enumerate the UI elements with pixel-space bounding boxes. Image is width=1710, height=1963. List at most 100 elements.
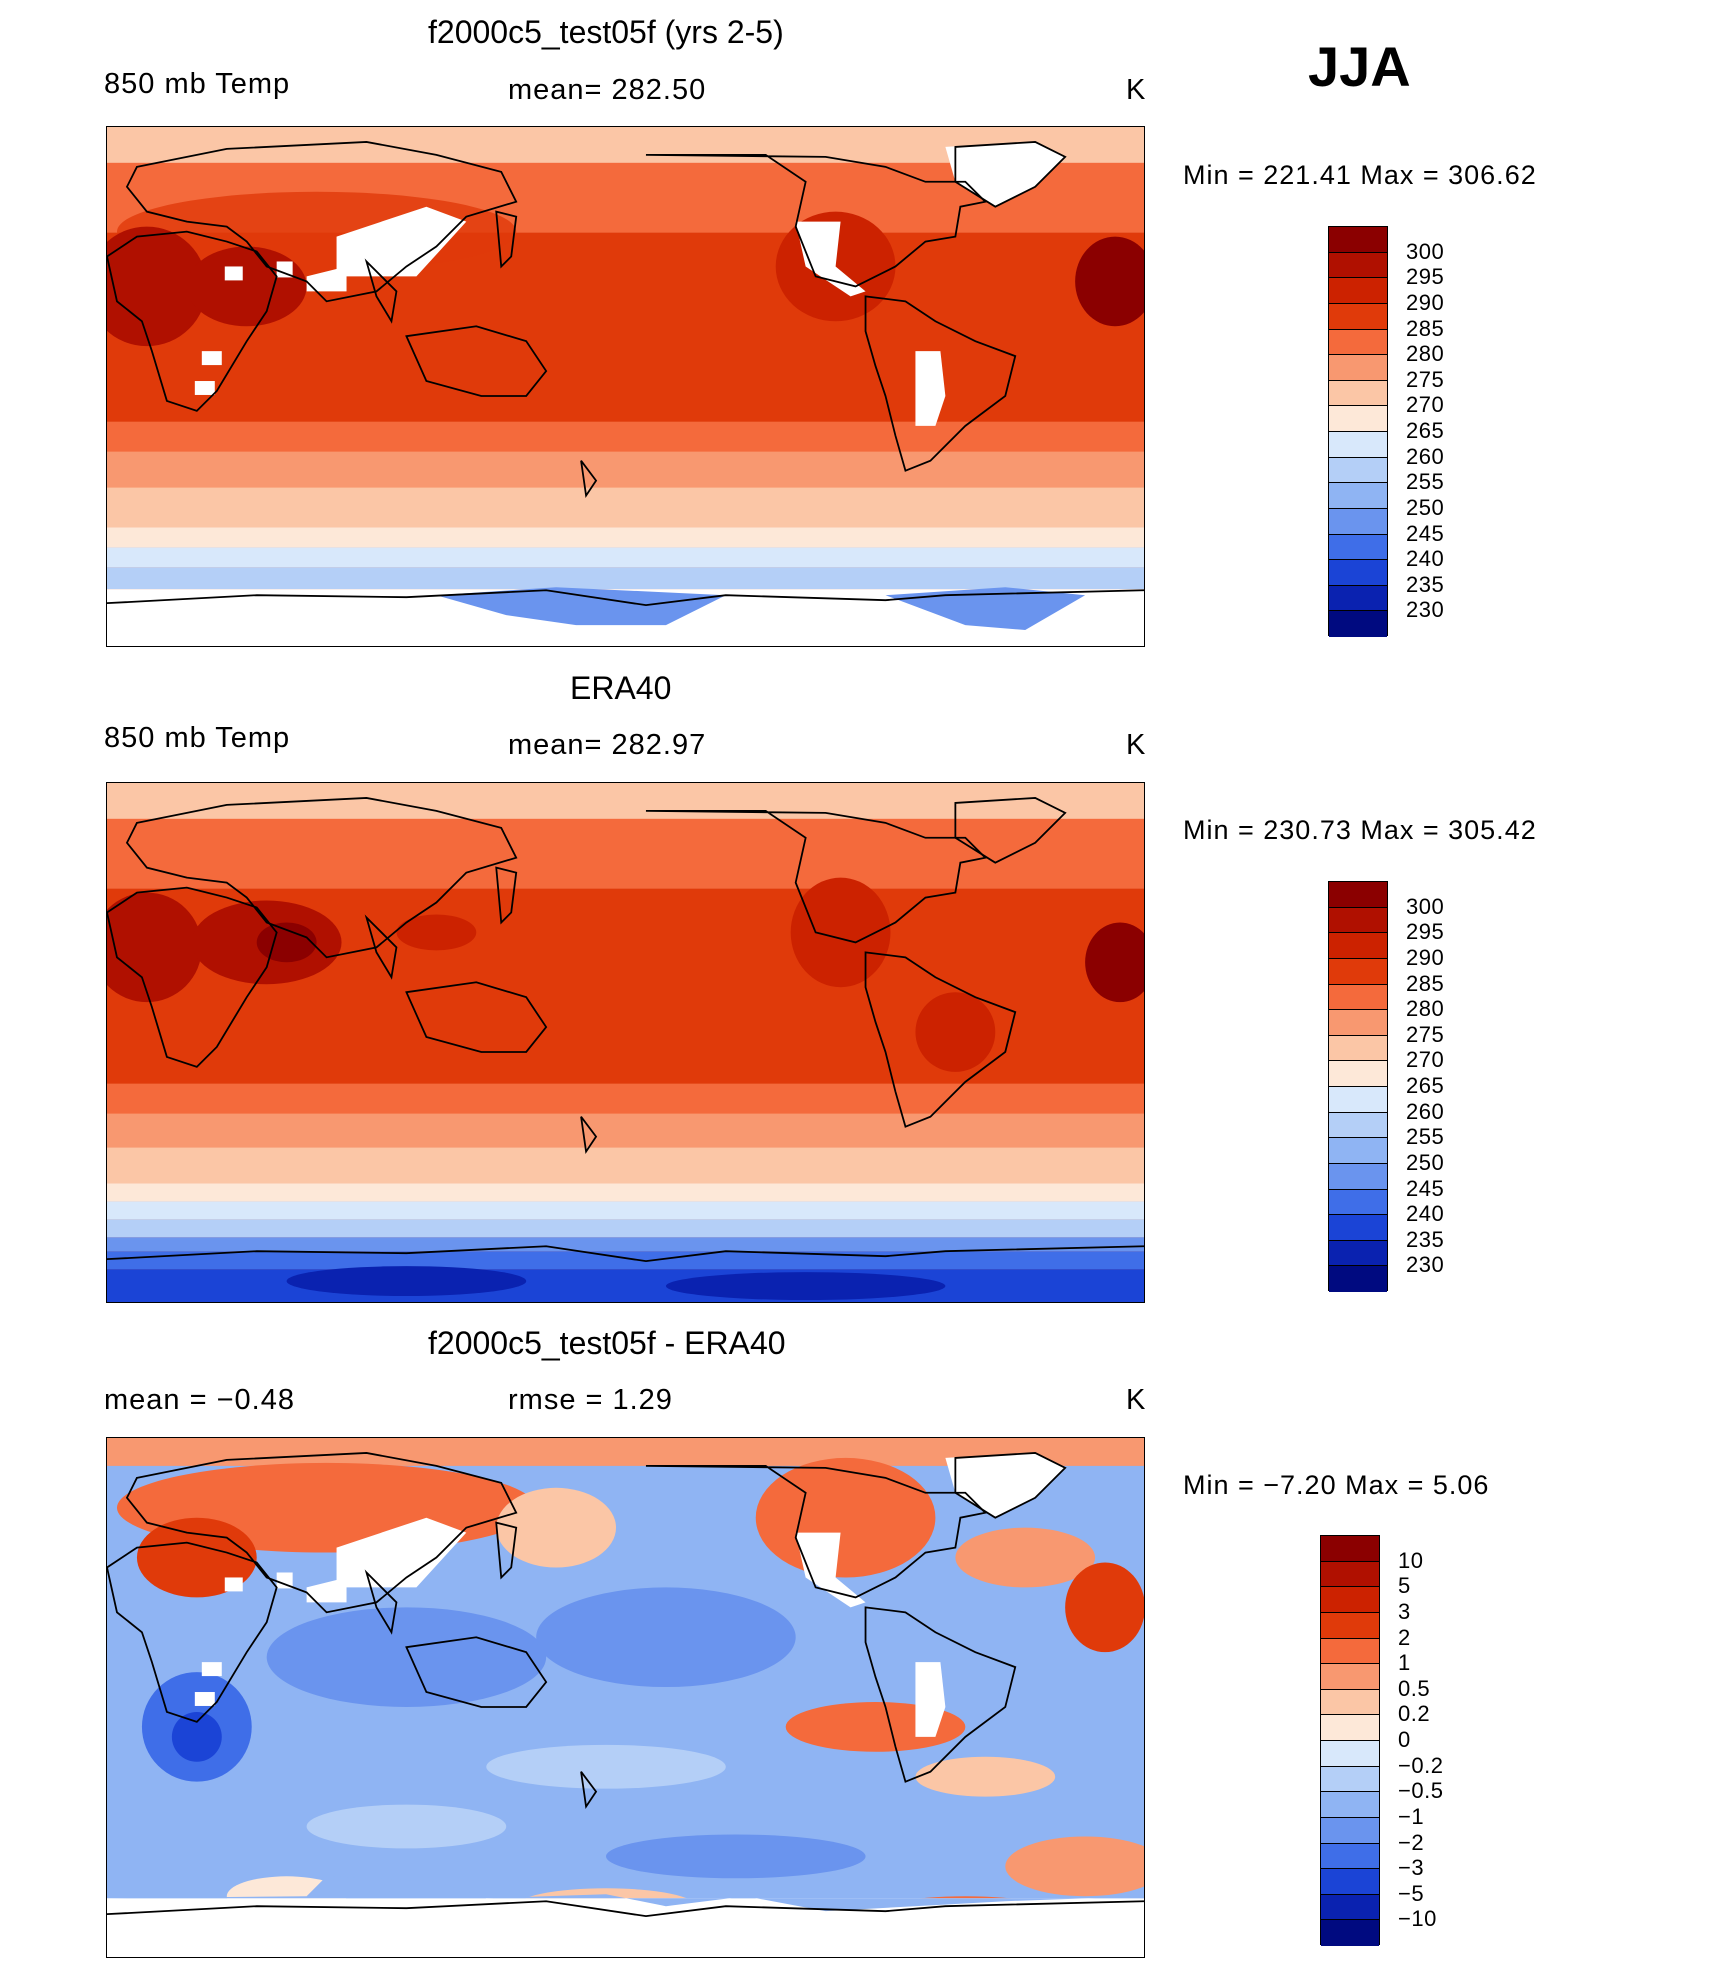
panel1-colorbar-swatch [1329,560,1387,586]
panel1-map [106,126,1145,647]
panel3-colorbar-tick-label: 0 [1398,1727,1411,1752]
panel2-colorbar-tick-label: 275 [1406,1021,1445,1047]
panel2-colorbar-swatch [1329,1240,1387,1267]
panel2-colorbar-tick-label: 270 [1406,1047,1445,1073]
panel1-colorbar-tick-label: 265 [1406,418,1445,443]
panel2-colorbar-swatch [1329,1035,1387,1062]
panel1-colorbar-swatch [1329,611,1387,637]
panel1-colorbar-swatch [1329,483,1387,509]
panel2-colorbar-tick-label: 290 [1406,944,1445,970]
panel3-colorbar-tick-label: 5 [1398,1573,1411,1599]
panel1-variable-label: 850 mb Temp [104,68,291,100]
panel2-colorbar-swatch [1329,933,1387,959]
panel3-mean-label: mean = −0.48 [104,1384,295,1416]
panel2-colorbar-swatch [1329,1189,1387,1216]
panel1-colorbar-swatch [1329,355,1387,381]
panel1-colorbar-swatch [1329,534,1387,561]
panel2-colorbar-tick-label: 280 [1406,996,1445,1022]
panel3-colorbar-tick-label: −0.5 [1398,1778,1444,1804]
panel2-map [106,782,1145,1303]
panel1-colorbar-tick-label: 250 [1406,494,1445,520]
panel1-colorbar-tick-label: 260 [1406,443,1445,469]
panel3-colorbar-swatch [1321,1715,1379,1741]
panel3-colorbar-swatch [1321,1894,1379,1921]
panel3-colorbar-tick-label: 0.5 [1398,1675,1431,1701]
panel2-colorbar-tick-label: 230 [1406,1252,1445,1278]
panel3-colorbar-swatch [1321,1664,1379,1690]
panel2-colorbar-tick-label: 255 [1406,1124,1445,1150]
panel3-colorbar-swatch [1321,1689,1379,1716]
panel1-colorbar-tick-label: 275 [1406,366,1445,392]
panel1-units-label: K [1126,74,1147,106]
panel2-colorbar-tick-label: 295 [1406,919,1445,945]
panel2-colorbar-swatch [1329,907,1387,934]
panel2-colorbar-swatch [1329,882,1387,908]
panel3-colorbar-swatch [1321,1638,1379,1665]
panel1-colorbar-tick-label: 245 [1406,520,1445,546]
panel3-colorbar-tick-label: −5 [1398,1880,1425,1906]
panel3-colorbar-swatch [1321,1817,1379,1844]
panel1-colorbar-swatch [1329,585,1387,612]
panel2-mean-label: mean= 282.97 [508,729,707,761]
panel3-colorbar-tick-label: −2 [1398,1829,1425,1855]
panel1-colorbar-tick-label: 285 [1406,315,1445,341]
panel2-colorbar-tick-label: 260 [1406,1098,1445,1124]
panel2-colorbar-swatch [1329,1010,1387,1036]
panel3-units-label: K [1126,1384,1147,1416]
panel1-colorbar-swatch [1329,380,1387,407]
panel3-colorbar-tick-label: −3 [1398,1855,1425,1881]
panel2-colorbar-swatch [1329,1087,1387,1113]
panel1-colorbar-swatch [1329,303,1387,330]
panel3-colorbar-swatch [1321,1869,1379,1895]
panel3-colorbar-tick-label: 0.2 [1398,1701,1431,1727]
panel3-colorbar-swatch [1321,1920,1379,1946]
panel1-colorbar-swatch [1329,457,1387,484]
panel3-colorbar-swatch [1321,1792,1379,1818]
panel1-colorbar-swatch [1329,432,1387,458]
panel3-minmax-label: Min = −7.20 Max = 5.06 [1183,1470,1490,1500]
panel2-units-label: K [1126,729,1147,761]
panel1-colorbar-tick-label: 270 [1406,392,1445,418]
panel2-colorbar-swatch [1329,984,1387,1011]
panel1-colorbar-tick-label: 300 [1406,238,1445,264]
panel2-colorbar-tick-label: 235 [1406,1226,1445,1252]
panel3-colorbar-tick-label: 2 [1398,1624,1411,1650]
panel2-colorbar-swatch [1329,1112,1387,1139]
panel1-colorbar-tick-label: 280 [1406,341,1445,367]
panel2-colorbar-tick-label: 250 [1406,1149,1445,1175]
panel1-title: f2000c5_test05f (yrs 2-5) [428,14,784,50]
panel1-colorbar-swatch [1329,329,1387,356]
panel2-colorbar-tick-label: 265 [1406,1073,1445,1098]
panel2-colorbar-swatch [1329,958,1387,985]
panel1-colorbar-tick-label: 235 [1406,571,1445,597]
panel3-colorbar-tick-label: −0.2 [1398,1752,1444,1778]
panel1-colorbar-tick-label: 255 [1406,469,1445,495]
panel3-colorbar-tick-label: 3 [1398,1598,1411,1624]
panel3-colorbar-swatch [1321,1536,1379,1562]
panel3-colorbar-swatch [1321,1741,1379,1767]
panel2-colorbar-tick-label: 300 [1406,893,1445,919]
panel1-colorbar-tick-label: 290 [1406,289,1445,315]
panel1-colorbar-swatch [1329,508,1387,535]
panel1-colorbar-swatch [1329,252,1387,279]
panel1-colorbar-swatch [1329,278,1387,304]
panel2-variable-label: 850 mb Temp [104,722,291,754]
panel3-colorbar-swatch [1321,1561,1379,1588]
panel3-colorbar-swatch [1321,1612,1379,1639]
panel2-colorbar-tick-label: 285 [1406,970,1445,996]
panel2-colorbar-swatch [1329,1266,1387,1292]
panel1-colorbar-tick-label: 230 [1406,597,1445,623]
panel3-title: f2000c5_test05f - ERA40 [428,1325,786,1361]
panel2-colorbar-swatch [1329,1163,1387,1190]
panel3-colorbar-tick-label: 10 [1398,1547,1424,1573]
panel1-colorbar-swatch [1329,227,1387,253]
panel1-minmax-label: Min = 221.41 Max = 306.62 [1183,160,1537,190]
panel3-map [106,1437,1145,1958]
panel3-colorbar-tick-label: −10 [1398,1906,1437,1932]
panel3-colorbar-tick-label: 1 [1398,1650,1411,1676]
panel1-colorbar-swatch [1329,406,1387,432]
panel2-colorbar-swatch [1329,1061,1387,1087]
panel3-colorbar-swatch [1321,1587,1379,1613]
panel1-mean-label: mean= 282.50 [508,74,707,106]
panel3-colorbar-tick-label: −1 [1398,1803,1425,1829]
